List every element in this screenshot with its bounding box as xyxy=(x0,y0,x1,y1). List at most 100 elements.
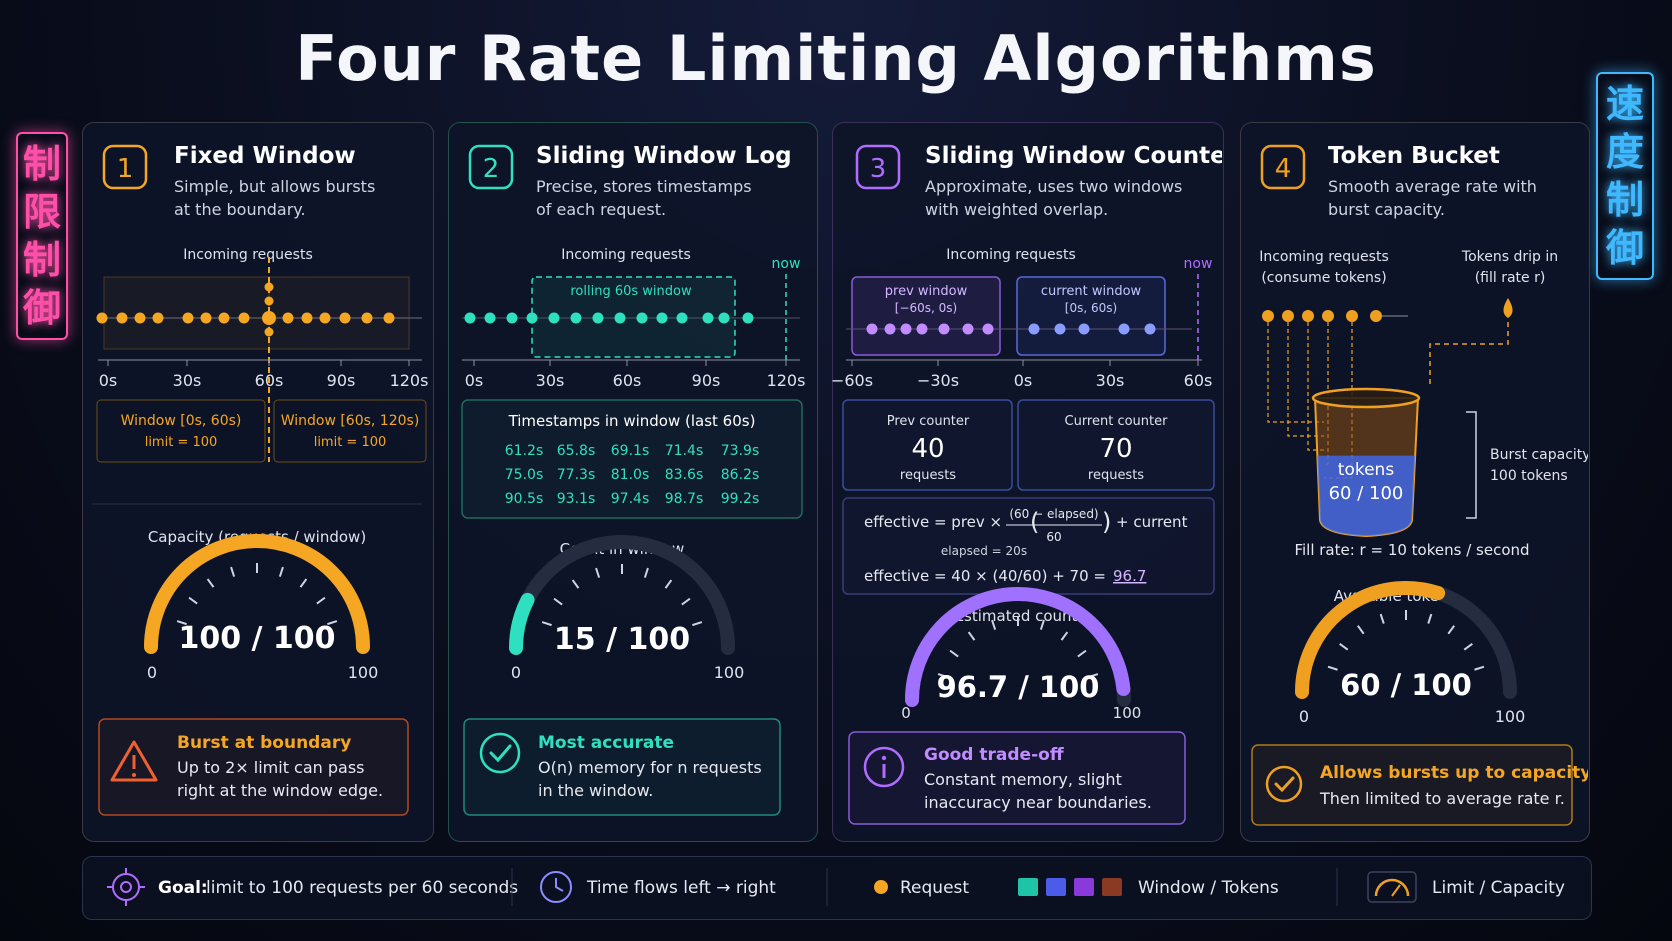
request-dot xyxy=(339,312,351,324)
step-number: 4 xyxy=(1275,154,1292,184)
timestamp-cell: 61.2s xyxy=(505,443,543,459)
timestamp-cell: 90.5s xyxy=(505,491,543,507)
request-dot xyxy=(614,312,626,324)
request-dot xyxy=(676,312,688,324)
timeline-label: Incoming requests xyxy=(946,247,1076,263)
gauge-min: 0 xyxy=(1299,707,1309,726)
bucket-rim xyxy=(1311,387,1421,409)
gauge-tick xyxy=(1427,613,1433,624)
step-badge xyxy=(855,144,901,190)
formula-right: + current xyxy=(1116,513,1188,531)
timestamp-cell: 75.0s xyxy=(505,467,543,483)
count-gauge xyxy=(509,535,735,655)
gauge-value: 100 / 100 xyxy=(178,621,335,656)
gauge-tick xyxy=(1379,613,1385,624)
gauge-tick xyxy=(1474,665,1485,671)
panel-token-bucket-graphics: 4 Token Bucket Smooth average rate with … xyxy=(1251,143,1588,826)
elapsed-label: elapsed = 20s xyxy=(941,544,1027,558)
request-dot xyxy=(656,312,668,324)
step-number: 3 xyxy=(870,154,887,184)
gauge-fill xyxy=(1295,581,1446,699)
boundary-dot xyxy=(264,282,274,292)
window-box-1-title: Window [0s, 60s) xyxy=(121,413,242,429)
request-dot xyxy=(200,312,212,324)
now-label: now xyxy=(772,256,801,272)
legend-time-text: Time flows left → right xyxy=(586,878,776,898)
note-title: Good trade-off xyxy=(924,745,1064,765)
prev-counter-value: 40 xyxy=(911,434,944,464)
note-line1: Constant memory, slight xyxy=(924,770,1122,789)
step-number: 2 xyxy=(483,154,500,184)
panel-fixed-window xyxy=(82,122,434,842)
request-dot xyxy=(866,323,878,335)
neon-sign-left: 制限制御 xyxy=(16,132,68,340)
gauge-tick xyxy=(1060,631,1069,641)
consume-connector xyxy=(1307,322,1324,451)
timestamp-values: 61.2s 65.8s 69.1s 71.4s 73.9s 75.0s 77.3s 81.0s… xyxy=(505,443,759,507)
formula-left: effective = prev × xyxy=(864,513,1002,531)
request-dot xyxy=(182,312,194,324)
tick-label: 60s xyxy=(613,371,642,390)
note-line1: Up to 2× limit can pass xyxy=(177,758,365,777)
request-dot xyxy=(982,323,994,335)
panel-desc-line1: Approximate, uses two windows xyxy=(925,177,1182,196)
gauge-tick xyxy=(967,631,976,641)
gauge-tick xyxy=(1447,625,1456,635)
gauge-tick xyxy=(1463,642,1473,651)
gauge-max: 100 xyxy=(348,663,379,682)
tick-label: 60s xyxy=(1184,371,1213,390)
note-line2: right at the window edge. xyxy=(177,781,383,800)
token-drop-icon xyxy=(1503,298,1513,318)
gauge-icon xyxy=(1367,871,1417,903)
gauge-tick xyxy=(937,673,948,679)
step-number: 1 xyxy=(117,154,134,184)
timestamp-cell: 71.4s xyxy=(665,443,703,459)
panel-desc-line2: at the boundary. xyxy=(174,200,306,219)
gauge-fill xyxy=(905,587,1131,707)
window-box-1 xyxy=(96,399,266,463)
rolling-window xyxy=(531,276,736,358)
gauge-tick xyxy=(595,567,601,578)
current-counter-label: Current counter xyxy=(1065,414,1169,429)
legend-goal-label: Goal: xyxy=(158,878,208,898)
request-dot xyxy=(484,312,496,324)
request-dot xyxy=(1302,310,1314,322)
request-dots xyxy=(96,282,395,337)
timestamp-cell: 83.6s xyxy=(665,467,703,483)
timestamp-cell: 93.1s xyxy=(557,491,595,507)
request-dots xyxy=(866,323,1156,335)
prev-window-label: prev window xyxy=(885,284,968,299)
gauge-max: 100 xyxy=(714,663,745,682)
request-dot xyxy=(1054,323,1066,335)
legend-bar xyxy=(82,856,1592,920)
capacity-gauge xyxy=(144,534,370,654)
gauge-min: 0 xyxy=(511,663,521,682)
gauge-min: 0 xyxy=(901,704,911,722)
step-badge xyxy=(468,144,514,190)
gauge-tick xyxy=(949,649,959,658)
note-box xyxy=(848,731,1186,825)
request-dots xyxy=(464,312,754,324)
request-dot xyxy=(116,312,128,324)
prev-counter-unit: requests xyxy=(900,468,956,483)
page-title: Four Rate Limiting Algorithms xyxy=(295,22,1377,95)
request-dot xyxy=(884,323,896,335)
gauge-tick xyxy=(327,620,338,626)
note-line2: in the window. xyxy=(538,781,653,800)
drip-label-line1: Tokens drip in xyxy=(1461,249,1558,265)
panel-sliding-window-counter-graphics: 3 Sliding Window Counter Approximate, us… xyxy=(832,143,1222,825)
time-ticks: 0s 30s 60s 90s 120s xyxy=(99,360,428,390)
timestamp-cell: 65.8s xyxy=(557,443,595,459)
request-dot xyxy=(592,312,604,324)
note-title: Burst at boundary xyxy=(177,733,351,753)
request-dot xyxy=(152,312,164,324)
panel-heading: Token Bucket xyxy=(1328,143,1500,169)
incoming-label-line1: Incoming requests xyxy=(1259,249,1389,265)
legend-request-text: Request xyxy=(900,878,969,898)
burst-label-line1: Burst capacity xyxy=(1490,447,1588,463)
blue-swatch xyxy=(1046,878,1066,896)
gauge-tick xyxy=(692,621,703,627)
legend-graphics: Goal: limit to 100 requests per 60 secon… xyxy=(107,868,1565,906)
timestamp-cell: 99.2s xyxy=(721,491,759,507)
